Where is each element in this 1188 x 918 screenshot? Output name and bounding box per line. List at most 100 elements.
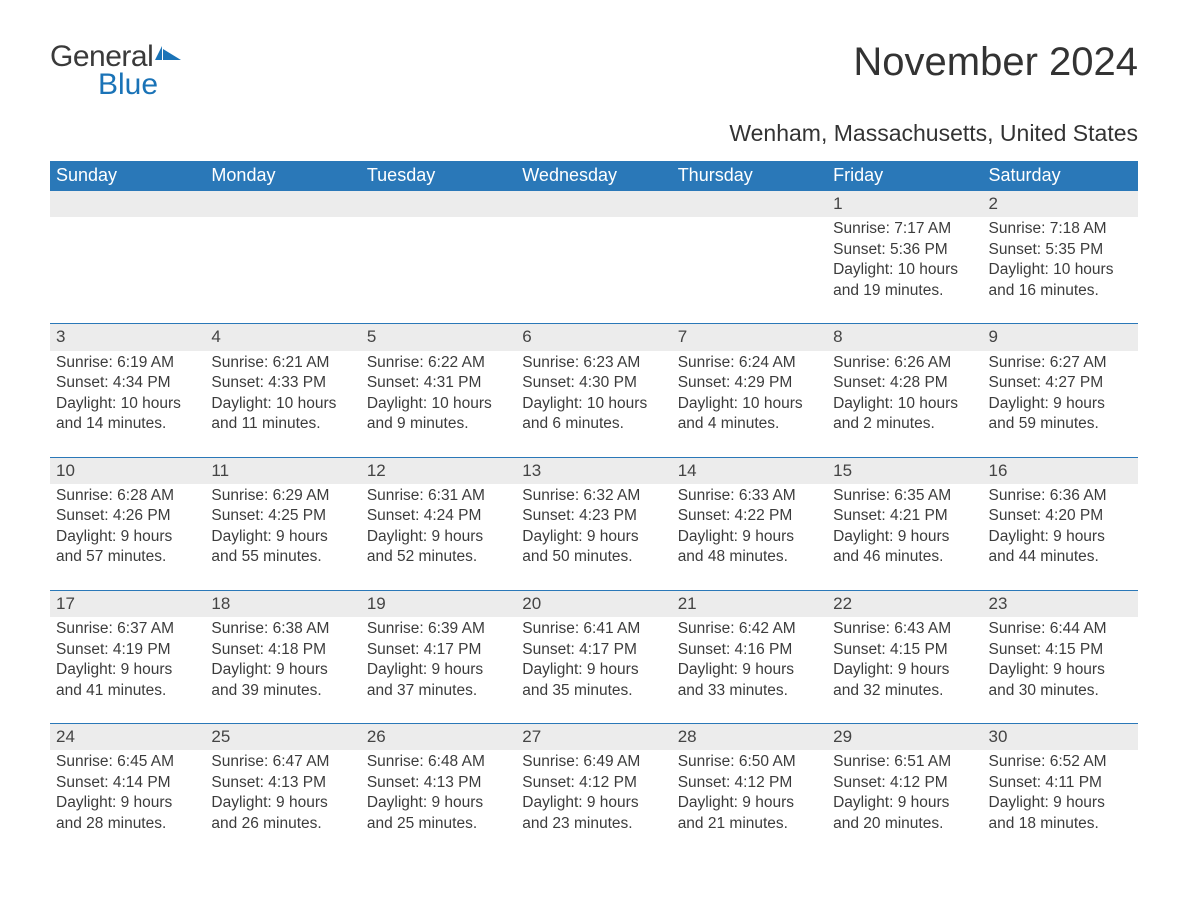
day-detail-row: Sunrise: 7:17 AMSunset: 5:36 PMDaylight:… [50, 217, 1138, 323]
sunset-text: Sunset: 4:15 PM [833, 640, 976, 660]
sunset-text: Sunset: 4:26 PM [56, 506, 199, 526]
sunrise-text: Sunrise: 6:32 AM [522, 486, 665, 506]
day-detail-cell: Sunrise: 6:41 AMSunset: 4:17 PMDaylight:… [516, 617, 671, 723]
day-detail-cell: Sunrise: 6:33 AMSunset: 4:22 PMDaylight:… [672, 484, 827, 590]
day-number-cell: 3 [50, 324, 205, 351]
daylight-text: Daylight: 9 hours and 57 minutes. [56, 527, 199, 568]
sunset-text: Sunset: 5:35 PM [989, 240, 1132, 260]
sunset-text: Sunset: 4:16 PM [678, 640, 821, 660]
day-number-cell: 29 [827, 724, 982, 751]
day-detail-cell: Sunrise: 6:43 AMSunset: 4:15 PMDaylight:… [827, 617, 982, 723]
daylight-text: Daylight: 9 hours and 21 minutes. [678, 793, 821, 834]
sunset-text: Sunset: 4:13 PM [211, 773, 354, 793]
day-number-cell: 9 [983, 324, 1138, 351]
day-number-row: 24252627282930 [50, 724, 1138, 751]
day-number-cell: 17 [50, 590, 205, 617]
day-detail-cell [516, 217, 671, 323]
sunset-text: Sunset: 5:36 PM [833, 240, 976, 260]
day-detail-row: Sunrise: 6:37 AMSunset: 4:19 PMDaylight:… [50, 617, 1138, 723]
day-number-cell: 28 [672, 724, 827, 751]
day-number-cell: 6 [516, 324, 671, 351]
day-detail-cell: Sunrise: 6:29 AMSunset: 4:25 PMDaylight:… [205, 484, 360, 590]
sunrise-text: Sunrise: 6:22 AM [367, 353, 510, 373]
daylight-text: Daylight: 10 hours and 6 minutes. [522, 394, 665, 435]
header: General Blue November 2024 [50, 40, 1138, 102]
sunrise-text: Sunrise: 7:18 AM [989, 219, 1132, 239]
weekday-header: Wednesday [516, 161, 671, 191]
sunset-text: Sunset: 4:17 PM [522, 640, 665, 660]
day-number-cell: 5 [361, 324, 516, 351]
day-detail-cell: Sunrise: 6:26 AMSunset: 4:28 PMDaylight:… [827, 351, 982, 457]
day-detail-cell: Sunrise: 7:17 AMSunset: 5:36 PMDaylight:… [827, 217, 982, 323]
daylight-text: Daylight: 9 hours and 23 minutes. [522, 793, 665, 834]
sunrise-text: Sunrise: 6:52 AM [989, 752, 1132, 772]
day-detail-cell: Sunrise: 6:24 AMSunset: 4:29 PMDaylight:… [672, 351, 827, 457]
day-number-cell: 8 [827, 324, 982, 351]
sunrise-text: Sunrise: 6:27 AM [989, 353, 1132, 373]
sunset-text: Sunset: 4:27 PM [989, 373, 1132, 393]
day-detail-cell [361, 217, 516, 323]
day-number-cell: 27 [516, 724, 671, 751]
sunrise-text: Sunrise: 6:26 AM [833, 353, 976, 373]
day-detail-row: Sunrise: 6:28 AMSunset: 4:26 PMDaylight:… [50, 484, 1138, 590]
weekday-header-row: SundayMondayTuesdayWednesdayThursdayFrid… [50, 161, 1138, 191]
daylight-text: Daylight: 9 hours and 46 minutes. [833, 527, 976, 568]
sunrise-text: Sunrise: 6:42 AM [678, 619, 821, 639]
day-detail-cell [672, 217, 827, 323]
daylight-text: Daylight: 9 hours and 26 minutes. [211, 793, 354, 834]
day-detail-cell: Sunrise: 6:21 AMSunset: 4:33 PMDaylight:… [205, 351, 360, 457]
daylight-text: Daylight: 9 hours and 28 minutes. [56, 793, 199, 834]
sunset-text: Sunset: 4:12 PM [522, 773, 665, 793]
day-detail-cell: Sunrise: 6:49 AMSunset: 4:12 PMDaylight:… [516, 750, 671, 856]
daylight-text: Daylight: 9 hours and 48 minutes. [678, 527, 821, 568]
day-detail-cell: Sunrise: 6:27 AMSunset: 4:27 PMDaylight:… [983, 351, 1138, 457]
day-detail-cell: Sunrise: 6:19 AMSunset: 4:34 PMDaylight:… [50, 351, 205, 457]
sunset-text: Sunset: 4:18 PM [211, 640, 354, 660]
day-detail-cell: Sunrise: 6:32 AMSunset: 4:23 PMDaylight:… [516, 484, 671, 590]
daylight-text: Daylight: 9 hours and 18 minutes. [989, 793, 1132, 834]
sunset-text: Sunset: 4:17 PM [367, 640, 510, 660]
weekday-header: Saturday [983, 161, 1138, 191]
day-number-cell: 16 [983, 457, 1138, 484]
sunset-text: Sunset: 4:15 PM [989, 640, 1132, 660]
sunrise-text: Sunrise: 6:23 AM [522, 353, 665, 373]
daylight-text: Daylight: 10 hours and 2 minutes. [833, 394, 976, 435]
sunrise-text: Sunrise: 6:43 AM [833, 619, 976, 639]
daylight-text: Daylight: 10 hours and 4 minutes. [678, 394, 821, 435]
day-number-cell: 25 [205, 724, 360, 751]
day-number-cell: 4 [205, 324, 360, 351]
day-detail-cell [205, 217, 360, 323]
sunset-text: Sunset: 4:34 PM [56, 373, 199, 393]
sunrise-text: Sunrise: 6:24 AM [678, 353, 821, 373]
daylight-text: Daylight: 9 hours and 35 minutes. [522, 660, 665, 701]
day-detail-cell: Sunrise: 6:39 AMSunset: 4:17 PMDaylight:… [361, 617, 516, 723]
daylight-text: Daylight: 10 hours and 14 minutes. [56, 394, 199, 435]
day-number-row: 17181920212223 [50, 590, 1138, 617]
weekday-header: Sunday [50, 161, 205, 191]
day-number-cell [672, 191, 827, 218]
sunset-text: Sunset: 4:13 PM [367, 773, 510, 793]
daylight-text: Daylight: 9 hours and 50 minutes. [522, 527, 665, 568]
day-number-cell [361, 191, 516, 218]
day-detail-cell [50, 217, 205, 323]
daylight-text: Daylight: 9 hours and 33 minutes. [678, 660, 821, 701]
brand-logo: General Blue [50, 40, 181, 102]
daylight-text: Daylight: 9 hours and 37 minutes. [367, 660, 510, 701]
sunset-text: Sunset: 4:21 PM [833, 506, 976, 526]
day-number-cell: 24 [50, 724, 205, 751]
sunrise-text: Sunrise: 6:29 AM [211, 486, 354, 506]
sunrise-text: Sunrise: 6:39 AM [367, 619, 510, 639]
day-number-cell [205, 191, 360, 218]
sunset-text: Sunset: 4:12 PM [678, 773, 821, 793]
day-number-row: 3456789 [50, 324, 1138, 351]
sunrise-text: Sunrise: 6:36 AM [989, 486, 1132, 506]
day-detail-cell: Sunrise: 6:23 AMSunset: 4:30 PMDaylight:… [516, 351, 671, 457]
sunrise-text: Sunrise: 6:49 AM [522, 752, 665, 772]
day-number-row: 12 [50, 191, 1138, 218]
sunset-text: Sunset: 4:23 PM [522, 506, 665, 526]
day-detail-cell: Sunrise: 6:44 AMSunset: 4:15 PMDaylight:… [983, 617, 1138, 723]
month-title: November 2024 [853, 40, 1138, 85]
day-number-cell: 1 [827, 191, 982, 218]
day-number-cell: 21 [672, 590, 827, 617]
day-number-cell: 15 [827, 457, 982, 484]
